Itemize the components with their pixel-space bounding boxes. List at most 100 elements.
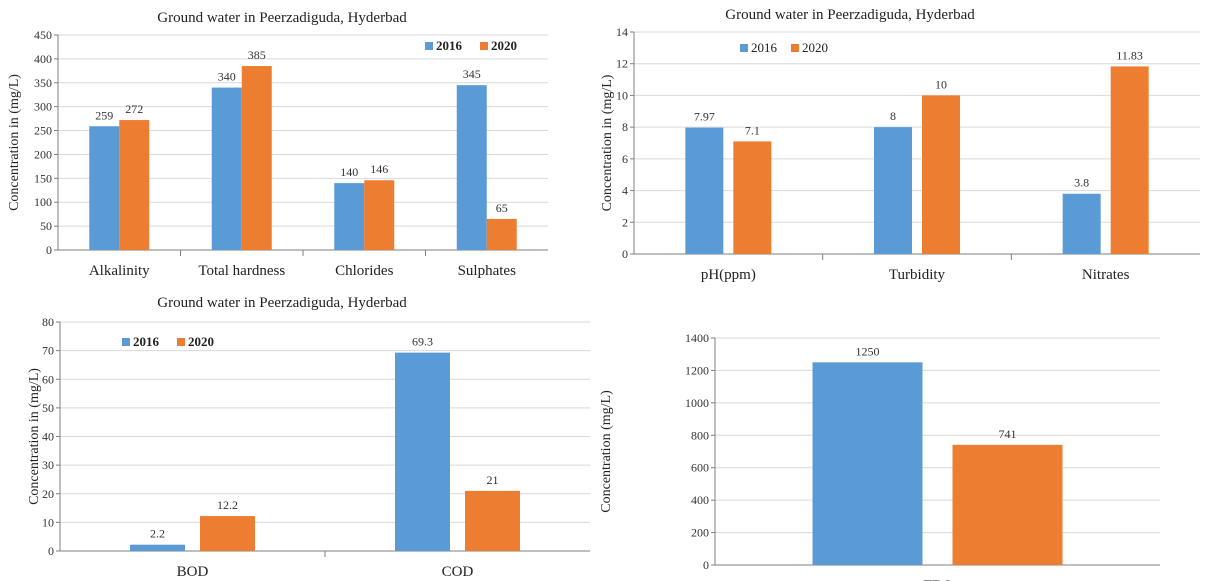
y-tick-label: 0 xyxy=(622,247,628,261)
y-tick-label: 150 xyxy=(34,171,52,185)
bar-2020 xyxy=(922,95,960,254)
y-tick-label: 30 xyxy=(42,458,54,472)
x-tick-label: BOD xyxy=(177,564,209,580)
data-label: 741 xyxy=(999,427,1017,441)
y-tick-label: 100 xyxy=(34,195,52,209)
y-tick-label: 20 xyxy=(42,487,54,501)
bar-2016 xyxy=(874,127,912,254)
legend-entry: 2016 xyxy=(133,334,160,349)
x-tick-label: TDS xyxy=(923,578,951,581)
data-label: 272 xyxy=(125,102,143,116)
legend: 2016 2020 xyxy=(122,334,214,349)
bar-2016 xyxy=(1062,193,1101,254)
data-label: 8 xyxy=(890,109,896,123)
bar-2016 xyxy=(456,85,487,251)
data-label: 345 xyxy=(463,67,481,81)
y-tick-label: 70 xyxy=(42,344,54,358)
x-tick-label: Sulphates xyxy=(458,263,516,279)
data-label: 69.3 xyxy=(412,335,433,349)
data-label: 259 xyxy=(95,108,113,122)
y-axis-label: Concentration in (mg/L) xyxy=(600,74,615,211)
chart-title: Ground water in Peerzadiguda, Hyderbad xyxy=(157,295,407,311)
x-tick-label: Chlorides xyxy=(335,263,393,279)
bar-2016 xyxy=(685,127,724,254)
y-axis-label: Concentration (mg/L) xyxy=(599,390,614,513)
y-tick-label: 450 xyxy=(34,28,52,42)
y-tick-label: 8 xyxy=(622,120,628,134)
y-tick-label: 400 xyxy=(691,493,709,507)
y-tick-label: 80 xyxy=(42,315,54,329)
chart-ph-turbidity-nitrates: Ground water in Peerzadiguda, Hyderbad 0 2… xyxy=(600,7,1200,283)
y-tick-label: 0 xyxy=(48,544,54,558)
data-label: 12.2 xyxy=(217,498,238,512)
bar-2020 xyxy=(733,141,772,254)
bar-2020 xyxy=(486,218,517,250)
bar-2016 xyxy=(211,87,242,250)
chart-tds: 0 200 400 600 800 1000 1200 1400 Concentration (… xyxy=(599,331,1160,581)
chart-major-ions: Ground water in Peerzadiguda, Hyderbad 0 5… xyxy=(7,10,548,279)
bar-series-2 xyxy=(952,444,1063,565)
legend-entry: 2016 xyxy=(751,40,778,55)
data-label: 21 xyxy=(487,473,499,487)
bar-2016 xyxy=(395,352,450,551)
x-tick-label: Nitrates xyxy=(1082,267,1130,283)
y-tick-label: 200 xyxy=(34,147,52,161)
y-tick-label: 200 xyxy=(691,526,709,540)
y-tick-label: 400 xyxy=(34,52,52,66)
y-tick-label: 50 xyxy=(42,401,54,415)
data-label: 140 xyxy=(340,165,358,179)
data-label: 7.1 xyxy=(745,123,760,137)
y-tick-label: 1400 xyxy=(685,331,709,345)
y-tick-label: 50 xyxy=(40,219,52,233)
legend: 2016 2020 xyxy=(740,40,828,55)
x-tick-label: Turbidity xyxy=(889,267,946,283)
data-label: 10 xyxy=(935,77,947,91)
chart-title: Ground water in Peerzadiguda, Hyderbad xyxy=(725,7,975,23)
legend: 2016 2020 xyxy=(425,38,517,53)
bar-2016 xyxy=(334,183,365,250)
legend-entry: 2020 xyxy=(491,38,517,53)
bar-series-1 xyxy=(812,362,923,565)
legend-swatch xyxy=(122,338,130,346)
bar-2020 xyxy=(465,490,520,551)
legend-swatch xyxy=(740,44,748,52)
data-label: 65 xyxy=(496,201,508,215)
bar-2020 xyxy=(119,120,150,251)
y-tick-label: 600 xyxy=(691,461,709,475)
y-axis-label: Concentration in (mg/L) xyxy=(7,74,22,211)
y-tick-label: 10 xyxy=(616,88,628,102)
data-label: 146 xyxy=(370,162,388,176)
y-tick-label: 60 xyxy=(42,372,54,386)
y-tick-label: 350 xyxy=(34,76,52,90)
y-tick-label: 1000 xyxy=(685,396,709,410)
legend-swatch xyxy=(480,42,488,50)
legend-swatch xyxy=(791,44,799,52)
x-tick-label: COD xyxy=(442,564,474,580)
y-tick-label: 1200 xyxy=(685,363,709,377)
y-tick-label: 0 xyxy=(46,243,52,257)
data-label: 7.97 xyxy=(694,110,715,124)
y-tick-label: 800 xyxy=(691,428,709,442)
y-tick-label: 40 xyxy=(42,430,54,444)
y-tick-label: 10 xyxy=(42,515,54,529)
y-tick-label: 12 xyxy=(616,57,628,71)
bar-2020 xyxy=(200,516,255,551)
y-tick-label: 4 xyxy=(622,184,628,198)
data-label: 385 xyxy=(248,48,266,62)
y-tick-label: 250 xyxy=(34,124,52,138)
legend-entry: 2020 xyxy=(188,334,214,349)
legend-swatch xyxy=(177,338,185,346)
y-tick-label: 0 xyxy=(703,558,709,572)
bar-2020 xyxy=(241,66,272,250)
bar-2016 xyxy=(89,126,120,250)
y-tick-label: 2 xyxy=(622,215,628,229)
data-label: 11.83 xyxy=(1116,48,1143,62)
y-tick-label: 6 xyxy=(622,152,628,166)
bar-2020 xyxy=(1110,66,1149,254)
y-tick-label: 14 xyxy=(616,25,628,39)
legend-entry: 2016 xyxy=(436,38,463,53)
x-tick-label: Total hardness xyxy=(198,263,285,279)
chart-title: Ground water in Peerzadiguda, Hyderbad xyxy=(157,10,407,26)
bar-2020 xyxy=(364,180,395,250)
y-axis-label: Concentration in (mg/L) xyxy=(27,368,42,505)
